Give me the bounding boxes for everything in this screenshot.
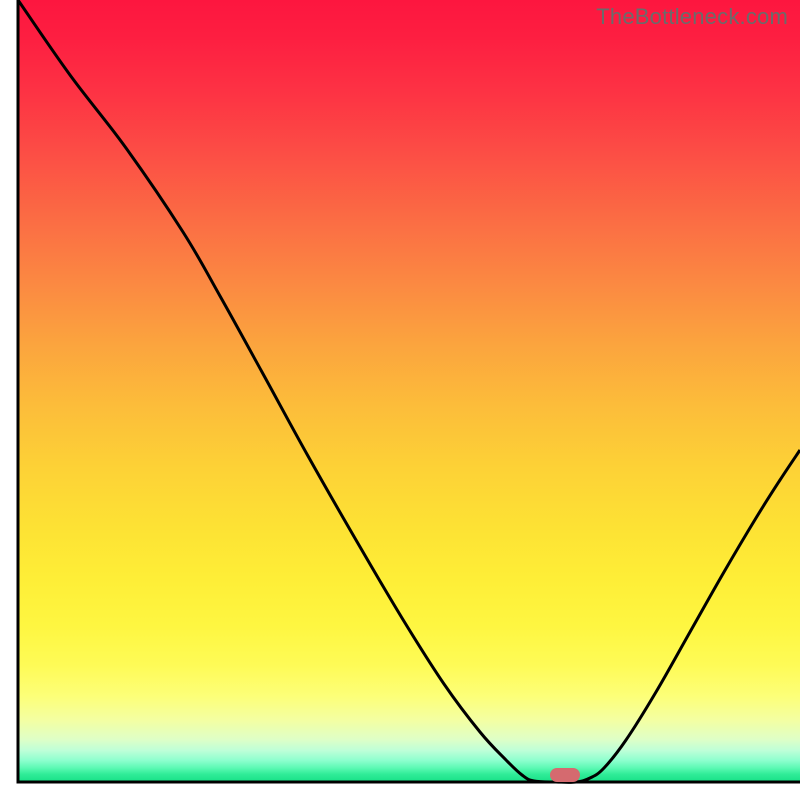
plot-background	[18, 0, 800, 782]
bottleneck-chart	[0, 0, 800, 800]
watermark-text: TheBottleneck.com	[596, 4, 788, 30]
optimum-marker	[550, 768, 580, 782]
